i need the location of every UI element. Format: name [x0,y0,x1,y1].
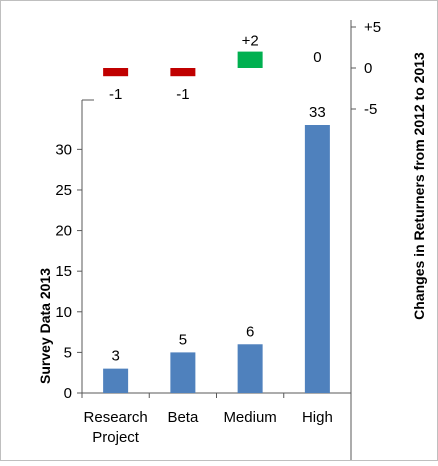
survey-bar [304,125,330,393]
survey-y-tick-label: 0 [64,385,72,402]
survey-y-tick-label: 30 [55,141,72,158]
survey-y-tick-label: 5 [64,344,72,361]
change-bar [170,68,196,77]
survey-y-tick-label: 20 [55,223,72,240]
changes-y-tick-label: -5 [364,101,377,118]
change-data-label: -1 [109,86,122,103]
category-tick-label: Beta [167,409,199,426]
change-data-label: +2 [242,33,259,50]
survey-y-axis-title: Survey Data 2013 [37,268,53,384]
survey-y-tick-label: 10 [55,304,72,321]
survey-data-label: 33 [309,104,326,121]
change-data-label: 0 [313,49,321,66]
survey-data-label: 6 [246,323,254,340]
survey-bar [170,352,196,393]
labels-layer: 0 5 10 15 20 25 30 +5 0 -5 3 5 6 33 Research Project Bet… [55,19,381,446]
category-tick-label: Medium [223,409,276,426]
survey-data-label: 3 [111,348,119,365]
category-tick-label: Project [92,429,140,446]
changes-y-axis-title: Changes in Returners from 2012 to 2013 [411,52,427,320]
survey-y-tick-label: 15 [55,263,72,280]
survey-bar [237,344,263,393]
survey-bar [103,368,129,393]
bars-layer [103,51,330,393]
change-bar [103,68,129,77]
changes-y-tick-label: 0 [364,60,372,77]
changes-y-tick-label: +5 [364,19,381,36]
change-bar [237,51,263,68]
survey-y-tick-label: 25 [55,182,72,199]
category-tick-label: Research [84,409,148,426]
category-tick-label: High [302,409,333,426]
survey-data-label: 5 [179,331,187,348]
change-data-label: -1 [176,86,189,103]
